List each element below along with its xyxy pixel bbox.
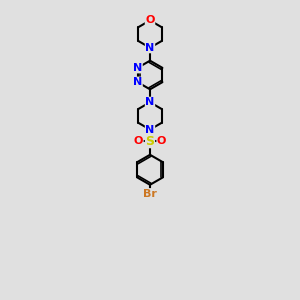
Text: N: N — [133, 63, 142, 73]
Text: O: O — [134, 136, 143, 146]
Text: S: S — [146, 135, 154, 148]
Text: Br: Br — [143, 189, 157, 199]
Text: N: N — [133, 77, 142, 87]
Text: O: O — [145, 16, 155, 26]
Text: O: O — [157, 136, 166, 146]
Text: N: N — [146, 124, 154, 134]
Text: N: N — [146, 43, 154, 53]
Text: N: N — [146, 97, 154, 107]
